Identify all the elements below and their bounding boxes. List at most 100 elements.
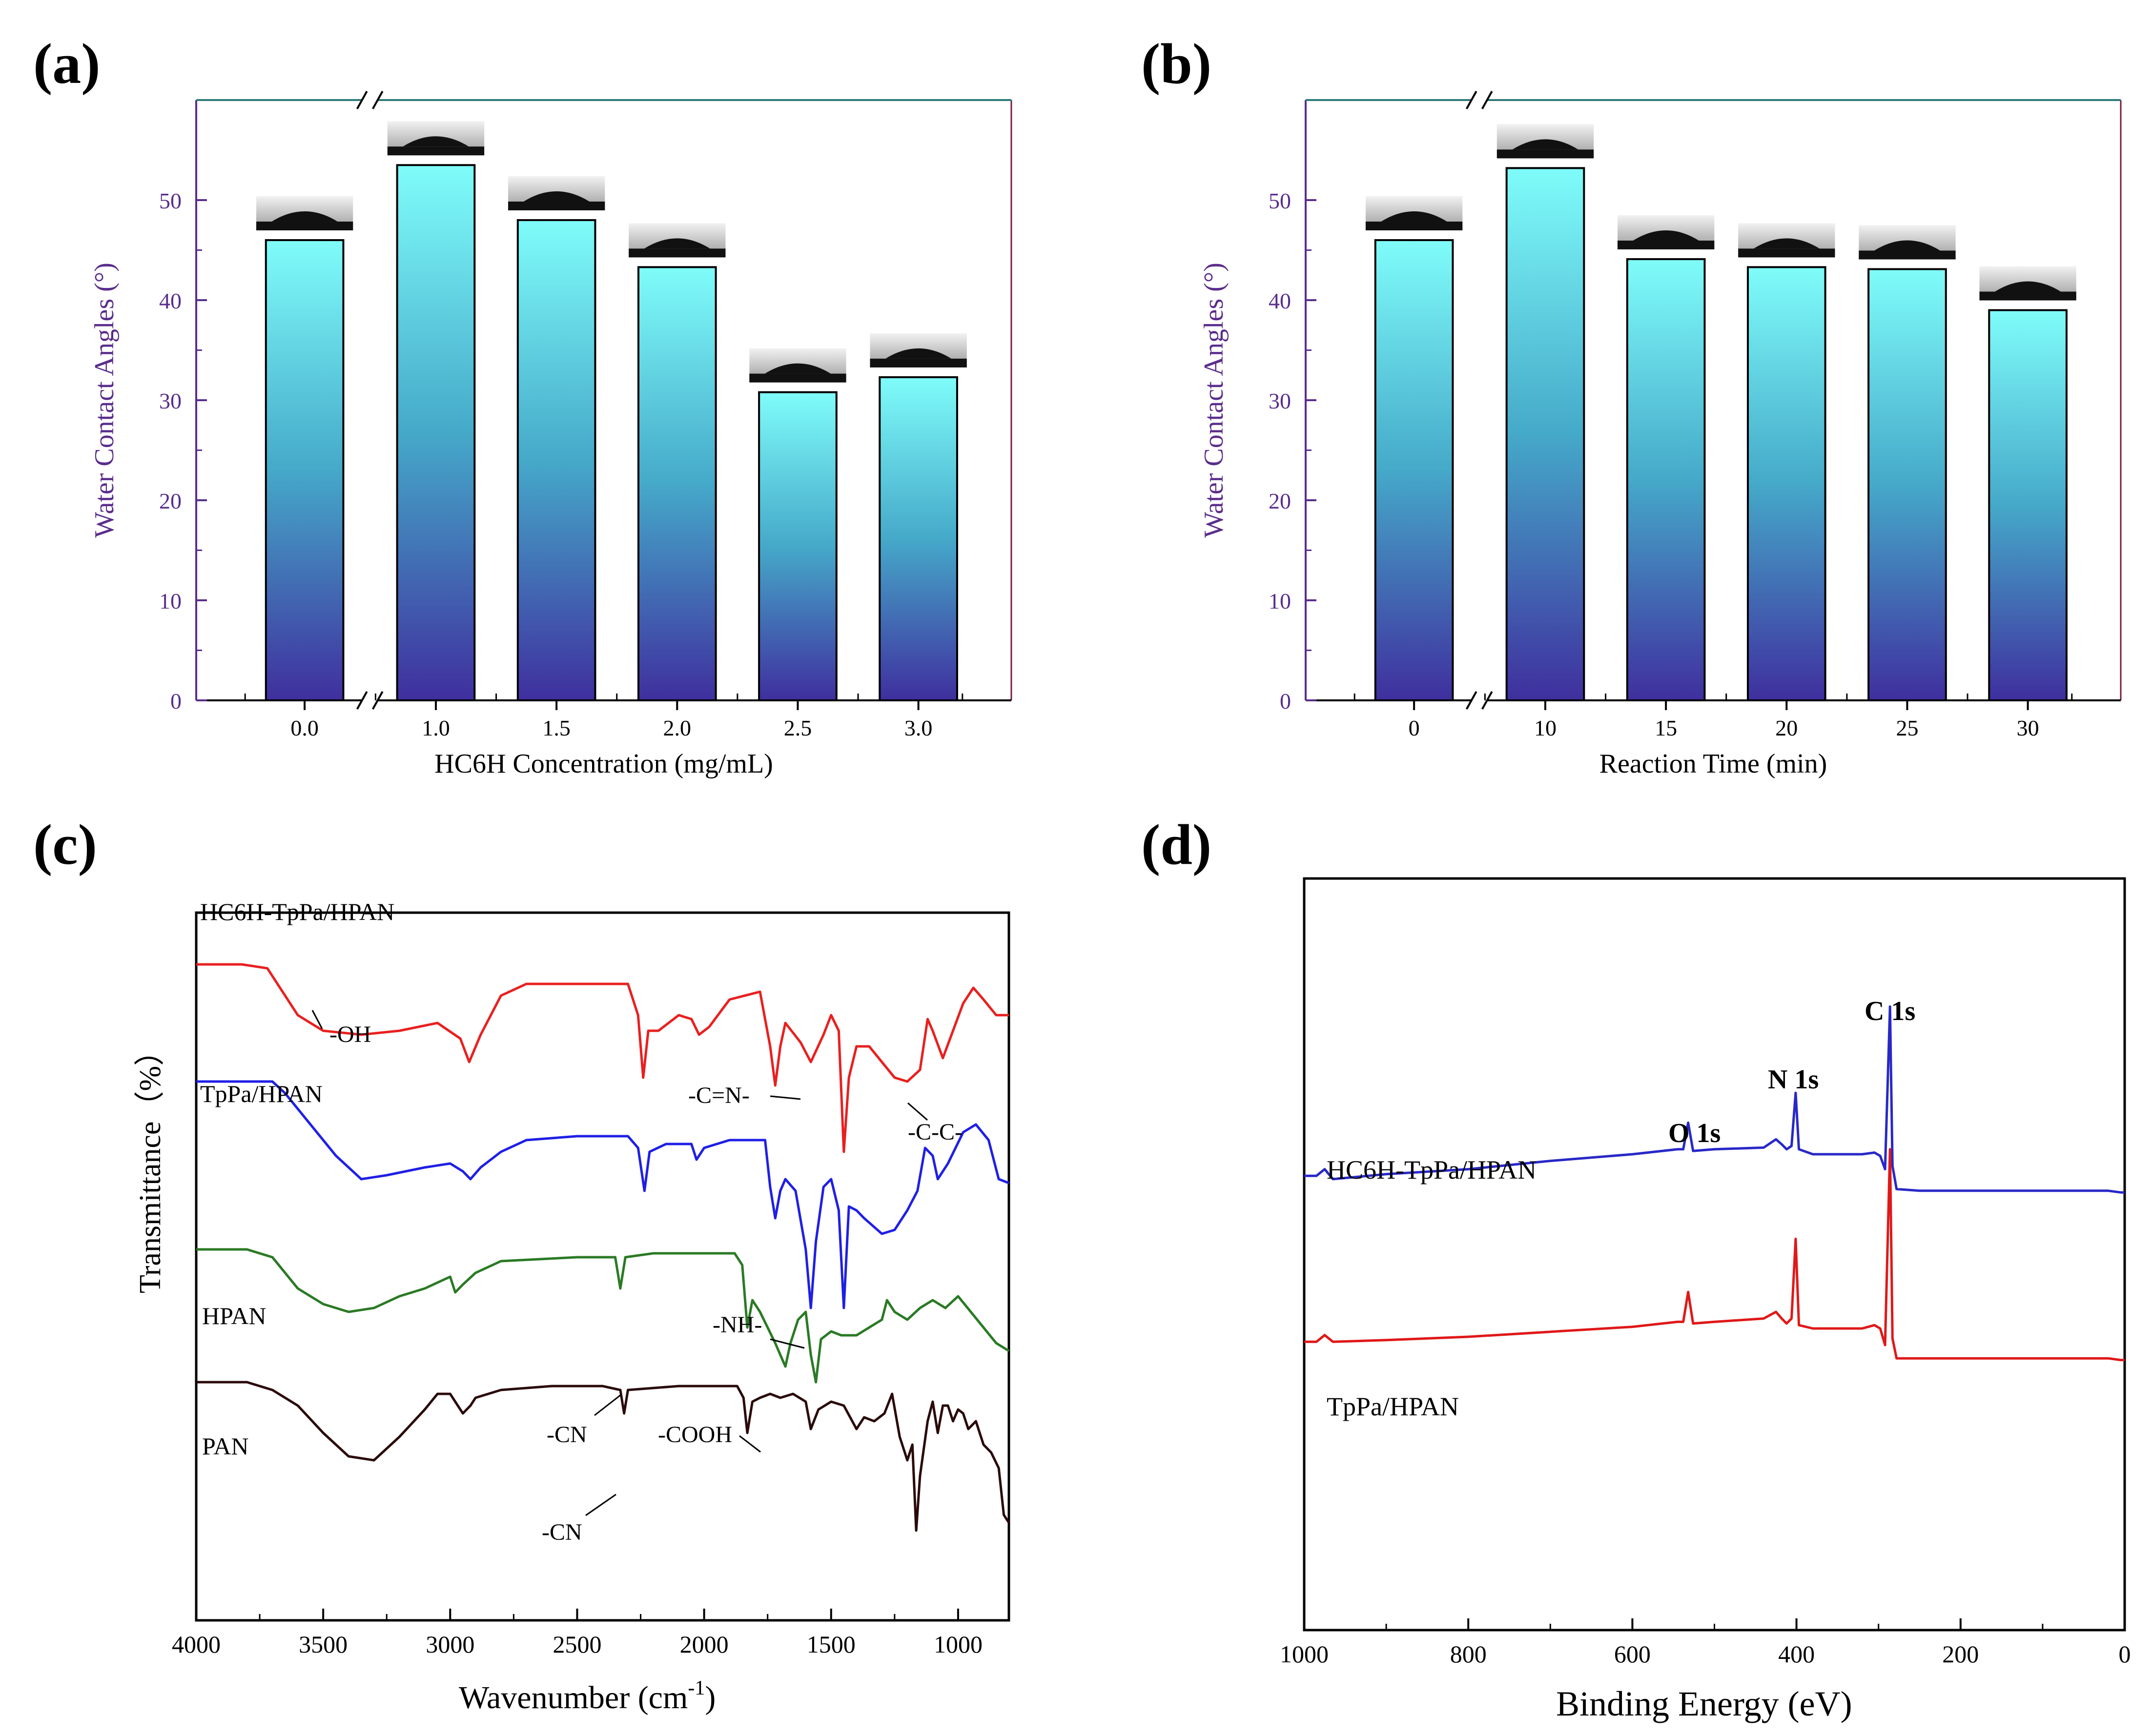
x-tick-label: 600 <box>1614 1640 1651 1668</box>
annotation-cn-2: -CN <box>542 1519 582 1545</box>
plot-frame <box>195 911 1010 1622</box>
y-tick-label: 10 <box>159 589 182 613</box>
curve-label-tppa: TpPa/HPAN <box>200 1080 323 1107</box>
x-tick-label: 2.5 <box>784 715 812 740</box>
annotation-cn-1: -CN <box>547 1422 587 1448</box>
x-tick-label: 4000 <box>172 1631 221 1658</box>
x-axis-label: HC6H Concentration (mg/mL) <box>434 749 773 779</box>
x-axis-label: Wavenumber (cm-1) <box>459 1677 716 1716</box>
bar <box>516 219 596 701</box>
bar <box>1867 268 1947 701</box>
series-line <box>196 1381 1010 1532</box>
x-tick-label: 1.0 <box>422 715 450 740</box>
annotation-oh: -OH <box>329 1021 371 1047</box>
x-tick-label: 3500 <box>299 1631 348 1658</box>
droplet-image <box>508 176 605 210</box>
x-tick-label: 2500 <box>553 1631 601 1658</box>
bar <box>265 239 345 701</box>
ftir-chart: 4000 3500 3000 2500 2000 1500 1000 HC6H-TpPa/H… <box>134 898 1010 1716</box>
annotation-arrow-cn-1 <box>594 1394 621 1416</box>
peak-label-o1s: O 1s <box>1668 1118 1721 1148</box>
y-tick-label: 20 <box>159 489 182 513</box>
bar <box>637 266 717 701</box>
axis-break-mark <box>1465 691 1477 710</box>
axis-break-mark <box>356 691 368 710</box>
x-tick-label: 0 <box>2119 1640 2131 1668</box>
droplet-image <box>256 196 353 230</box>
curve-label-hpan: HPAN <box>202 1302 266 1329</box>
panel-label-d: (d) <box>1141 813 1211 877</box>
y-axis-label: Water Contact Angles (°) <box>1199 263 1229 538</box>
bar <box>1626 258 1706 701</box>
peak-label-c1s: C 1s <box>1865 996 1915 1026</box>
y-tick-label: 20 <box>1269 489 1291 513</box>
curve-label-tppa: TpPa/HPAN <box>1327 1392 1459 1421</box>
annotation-cc: -C-C- <box>908 1119 963 1145</box>
x-tick-label: 25 <box>1896 715 1918 740</box>
x-tick-label: 0 <box>1409 715 1420 740</box>
droplet-image <box>1979 266 2076 301</box>
droplet-image <box>629 223 726 258</box>
droplet-image <box>1738 223 1835 258</box>
annotation-arrow-oh <box>311 1010 323 1029</box>
series-line <box>1304 1148 2125 1362</box>
annotation-nh: -NH- <box>713 1312 762 1338</box>
y-tick-label: 10 <box>1269 589 1291 613</box>
curve-label-pan: PAN <box>202 1432 248 1460</box>
annotation-cooh: -COOH <box>658 1422 732 1448</box>
axis-break-mark <box>371 691 384 710</box>
xps-chart: 1000 800 600 400 200 0 HC6H-TpPa/HPAN TpPa/HP… <box>1280 877 2131 1723</box>
droplet-image <box>1617 215 1715 249</box>
droplet-image <box>1365 196 1463 230</box>
x-tick-label: 2000 <box>680 1631 729 1658</box>
y-tick-label: 50 <box>1269 188 1291 213</box>
annotation-arrow-cooh <box>739 1435 761 1453</box>
bar <box>758 391 838 701</box>
x-tick-label: 2.0 <box>663 715 692 740</box>
series-line <box>1304 1005 2125 1194</box>
annotation-arrow-nh <box>770 1338 805 1349</box>
bar <box>396 164 476 701</box>
y-tick-label: 30 <box>159 388 182 413</box>
y-tick-label: 30 <box>1269 388 1291 413</box>
series-line <box>196 1248 1010 1384</box>
x-tick-label: 3.0 <box>904 715 933 740</box>
bar <box>1374 239 1454 701</box>
y-axis-label: Water Contact Angles (°) <box>89 263 120 538</box>
y-tick-label: 0 <box>1280 689 1291 714</box>
plot-frame <box>1303 877 2126 1632</box>
annotation-cn-imine: -C=N- <box>688 1082 750 1108</box>
axis-break-mark <box>1481 91 1493 109</box>
bar-chart-a: 0 10 20 30 40 50 0.0 1.0 1.5 2.0 2.5 3.0 HC6H Concen… <box>89 91 1012 779</box>
droplet-image <box>1496 124 1594 159</box>
x-tick-label: 15 <box>1655 715 1677 740</box>
x-tick-label: 30 <box>2017 715 2039 740</box>
annotation-arrow-cc <box>907 1102 928 1121</box>
droplet-image <box>387 121 485 156</box>
axis-break-mark <box>356 91 368 109</box>
x-tick-label: 0.0 <box>290 715 319 740</box>
x-tick-label: 200 <box>1942 1640 1979 1668</box>
bar <box>879 376 958 701</box>
axis-break-mark <box>1465 91 1477 109</box>
bar <box>1988 309 2068 701</box>
peak-label-n1s: N 1s <box>1768 1064 1819 1095</box>
y-tick-label: 0 <box>170 689 182 714</box>
series-line <box>196 1080 1009 1309</box>
annotation-arrow-cn-imine <box>770 1095 801 1100</box>
bar-chart-b: 0 10 20 30 40 50 0 10 15 20 25 30 Reaction Time (min… <box>1199 91 2122 779</box>
x-tick-label: 20 <box>1775 715 1798 740</box>
panel-label-a: (a) <box>33 32 101 96</box>
curve-label-hc6h: HC6H-TpPa/HPAN <box>1327 1155 1537 1185</box>
series-line <box>196 963 1009 1153</box>
panel-label-b: (b) <box>1141 32 1211 96</box>
x-tick-label: 1000 <box>934 1631 983 1658</box>
y-tick-label: 50 <box>159 188 182 213</box>
x-axis-label: Binding Energy (eV) <box>1556 1684 1852 1723</box>
x-tick-label: 1.5 <box>542 715 571 740</box>
droplet-image <box>870 333 967 368</box>
x-tick-label: 800 <box>1450 1640 1487 1668</box>
bar <box>1505 167 1585 701</box>
x-tick-label: 10 <box>1534 715 1557 740</box>
axis-break-mark <box>1481 691 1493 710</box>
